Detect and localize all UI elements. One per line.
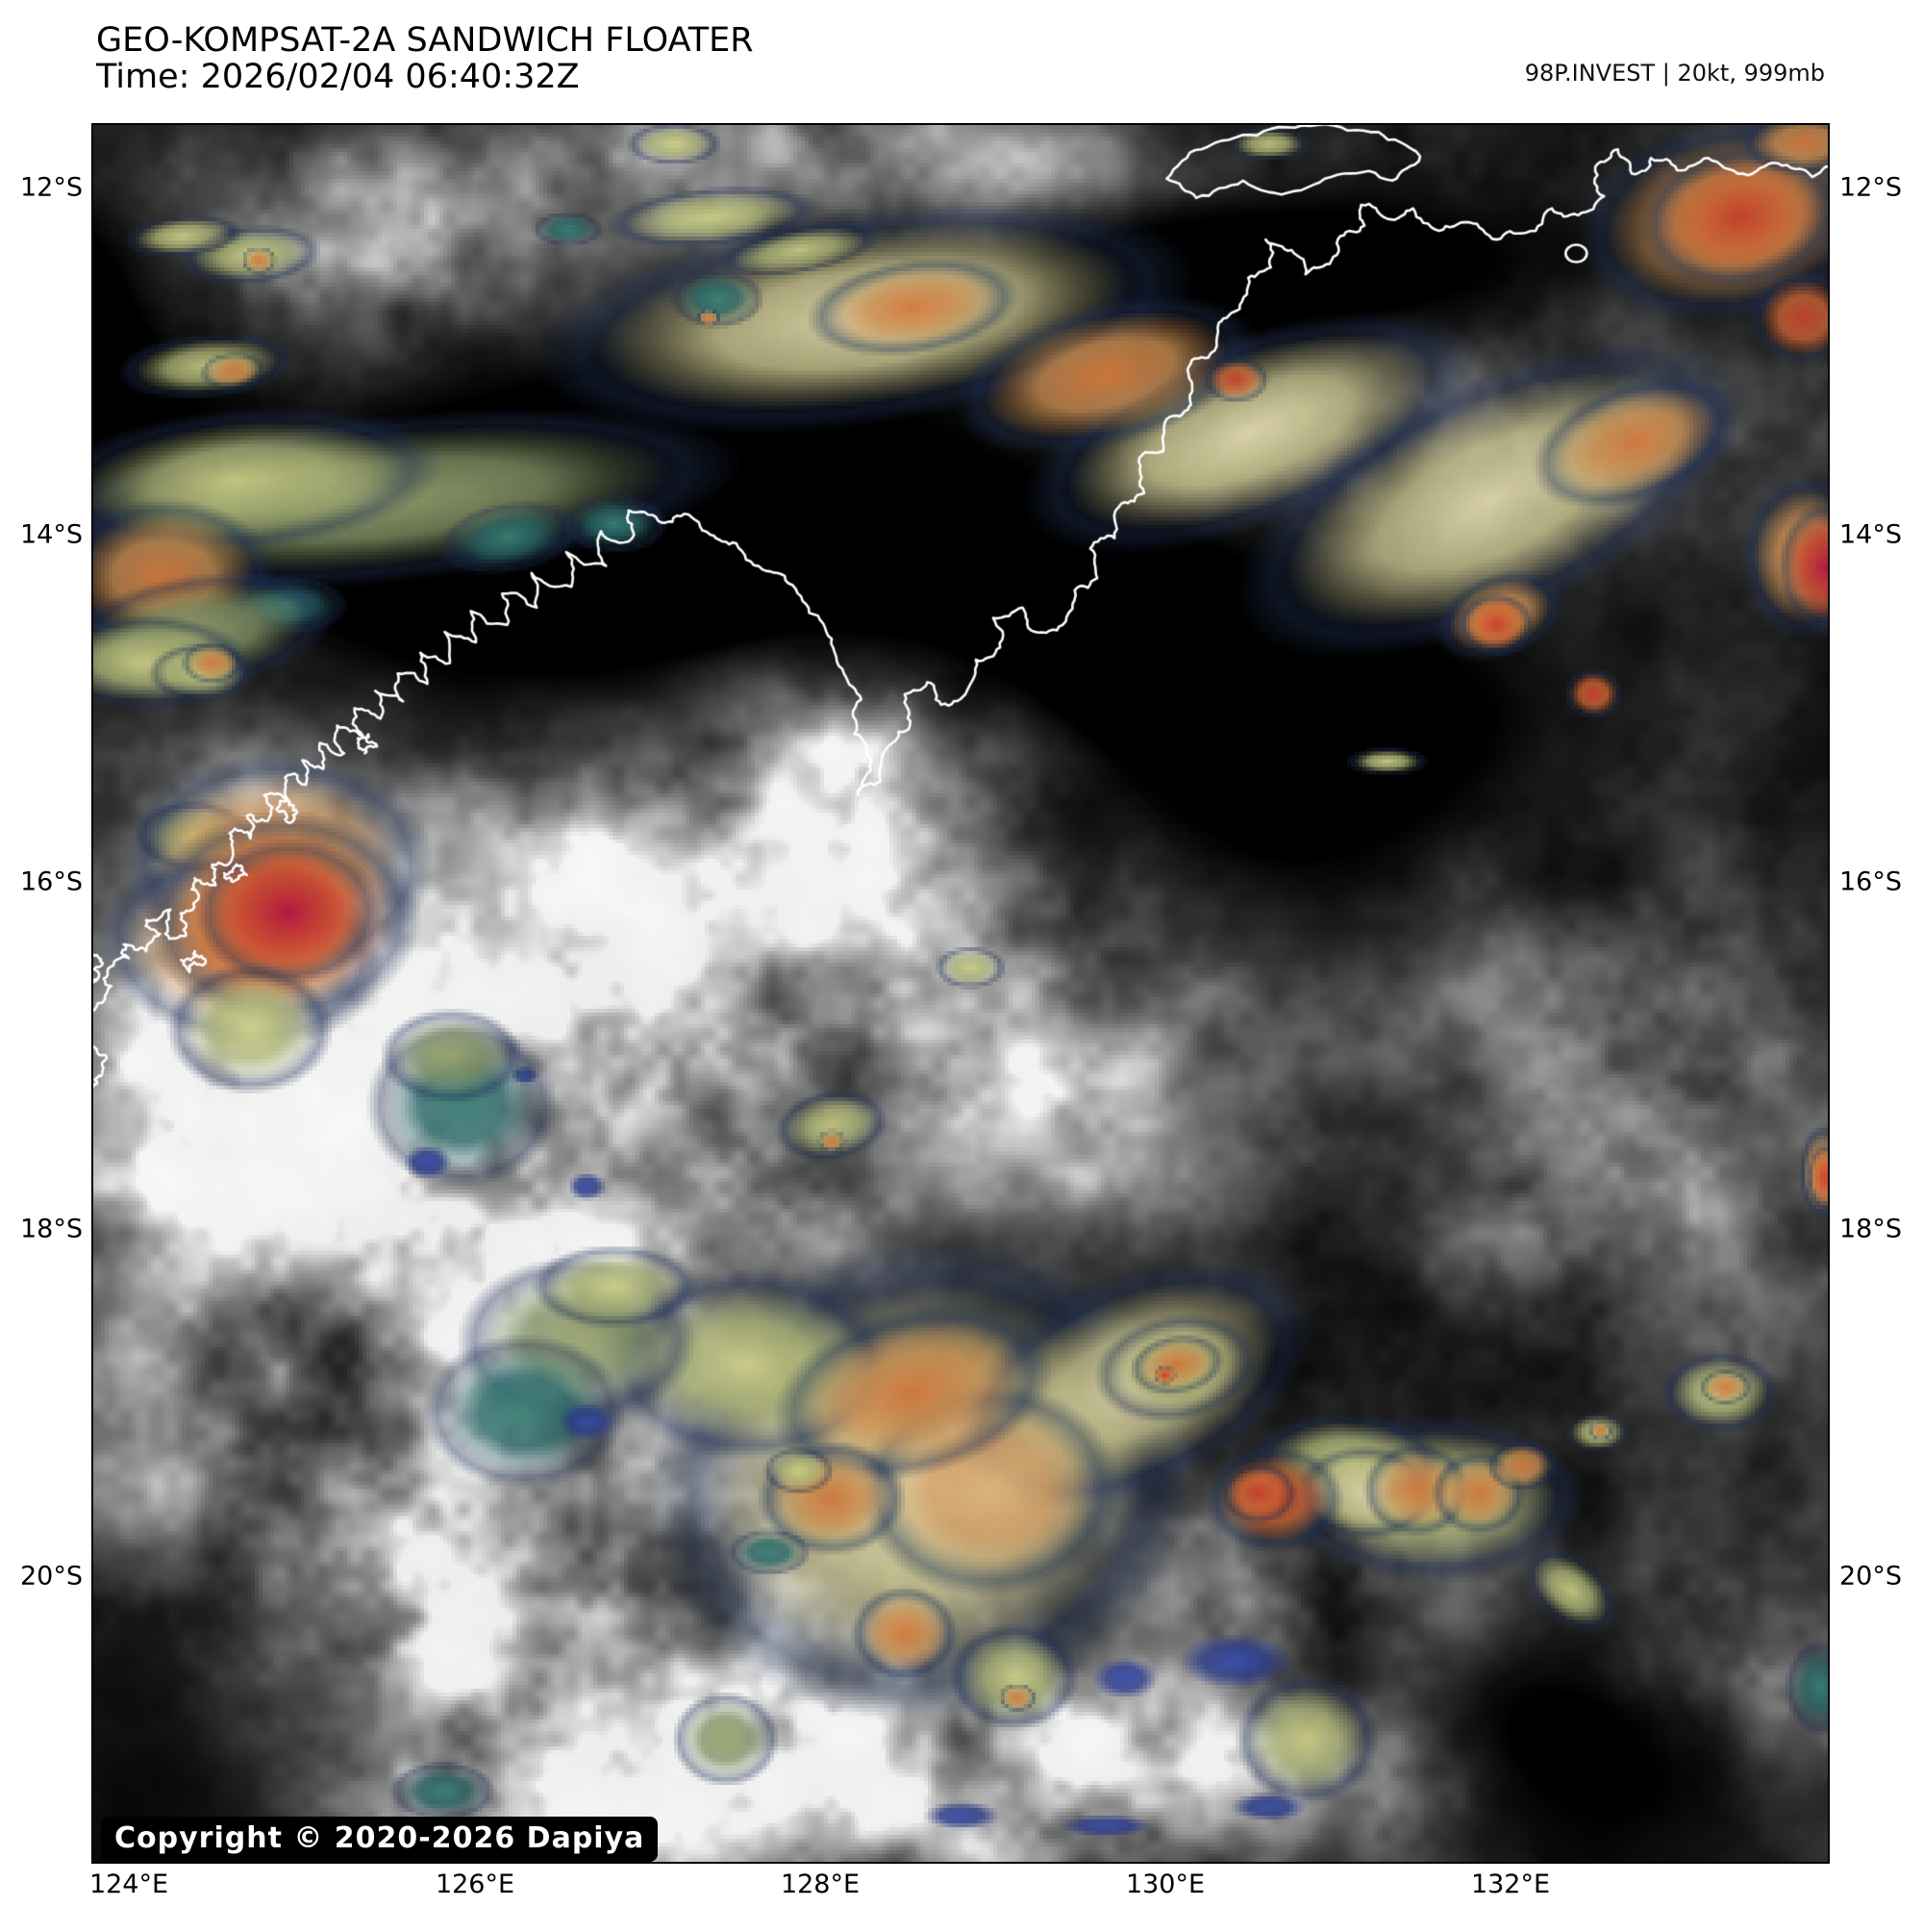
lat-label-right-12s: 12°S [1839, 172, 1902, 203]
lat-label-right-20s: 20°S [1839, 1561, 1902, 1592]
lat-label-right-14s: 14°S [1839, 519, 1902, 550]
coastline-overlay-canvas [93, 125, 1828, 1862]
lat-label-right-16s: 16°S [1839, 866, 1902, 897]
lon-label-130e: 130°E [1125, 1869, 1206, 1899]
page-title: GEO-KOMPSAT-2A SANDWICH FLOATER [96, 21, 754, 60]
satellite-map: Copyright © 2020-2026 Dapiya [91, 123, 1830, 1864]
lon-label-128e: 128°E [780, 1869, 861, 1899]
lat-label-left-16s: 16°S [20, 866, 83, 897]
timestamp: Time: 2026/02/04 06:40:32Z [96, 58, 580, 96]
lon-label-132e: 132°E [1470, 1869, 1551, 1899]
lat-label-left-12s: 12°S [20, 172, 83, 203]
lon-label-126e: 126°E [435, 1869, 515, 1899]
lon-label-124e: 124°E [88, 1869, 169, 1899]
lat-label-right-18s: 18°S [1839, 1214, 1902, 1244]
lat-label-left-14s: 14°S [20, 519, 83, 550]
storm-status: 98P.INVEST | 20kt, 999mb [1524, 60, 1825, 87]
copyright-badge: Copyright © 2020-2026 Dapiya [101, 1817, 659, 1862]
lat-label-left-18s: 18°S [20, 1214, 83, 1244]
lat-label-left-20s: 20°S [20, 1561, 83, 1592]
